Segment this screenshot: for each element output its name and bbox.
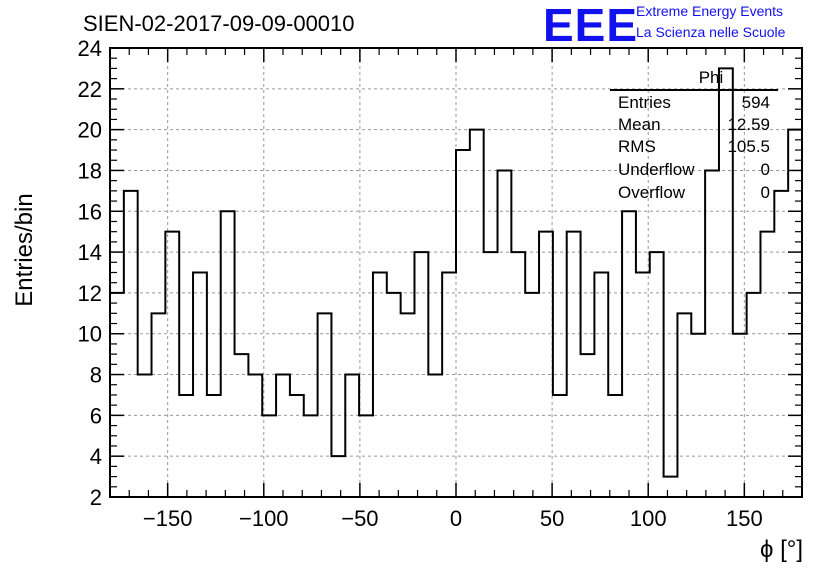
- plot-title: SIEN-02-2017-09-09-00010: [83, 11, 355, 36]
- x-tick-label: 50: [540, 506, 564, 531]
- y-tick-label: 18: [78, 158, 102, 183]
- x-tick-label: 100: [630, 506, 667, 531]
- x-axis-label: ϕ [°]: [759, 536, 803, 563]
- y-tick-label: 20: [78, 118, 102, 143]
- y-tick-label: 24: [78, 36, 102, 61]
- stats-row-rms: RMS 105.5: [618, 137, 770, 156]
- y-tick-label: 6: [90, 403, 102, 428]
- y-axis-label-wrap: Entries/bin: [8, 180, 38, 320]
- stats-row-overflow: Overflow 0: [618, 183, 770, 202]
- logo-subtitle-2: La Scienza nelle Scuole: [636, 24, 786, 40]
- stats-box: Phi Entries 594 Mean 12.59 RMS 105.5 Und…: [610, 68, 778, 208]
- stats-row-underflow: Underflow 0: [618, 160, 770, 179]
- x-tick-label: 0: [450, 506, 462, 531]
- y-tick-label: 10: [78, 322, 102, 347]
- x-tick-label: −100: [239, 506, 289, 531]
- stats-row-entries: Entries 594: [618, 93, 770, 112]
- y-tick-label: 12: [78, 281, 102, 306]
- x-tick-label: 150: [726, 506, 763, 531]
- grid-lines: [110, 47, 802, 498]
- eee-logo: EEE: [543, 0, 639, 51]
- logo-subtitle-1: Extreme Energy Events: [636, 3, 784, 19]
- y-tick-label: 8: [90, 363, 102, 388]
- x-tick-label: −50: [341, 506, 378, 531]
- stats-title: Phi: [698, 68, 724, 87]
- stats-rule: [610, 89, 778, 91]
- y-tick-label: 14: [78, 240, 102, 265]
- y-tick-label: 4: [90, 444, 102, 469]
- y-axis-label: Entries/bin: [11, 193, 38, 307]
- y-tick-label: 22: [78, 77, 102, 102]
- y-tick-label: 2: [90, 485, 102, 510]
- x-tick-label: −150: [143, 506, 193, 531]
- y-tick-label: 16: [78, 199, 102, 224]
- histogram-line: [110, 67, 802, 478]
- x-axis-ticks: −150 −100 −50 0 50 100 150: [109, 48, 803, 531]
- stats-row-mean: Mean 12.59: [618, 115, 770, 134]
